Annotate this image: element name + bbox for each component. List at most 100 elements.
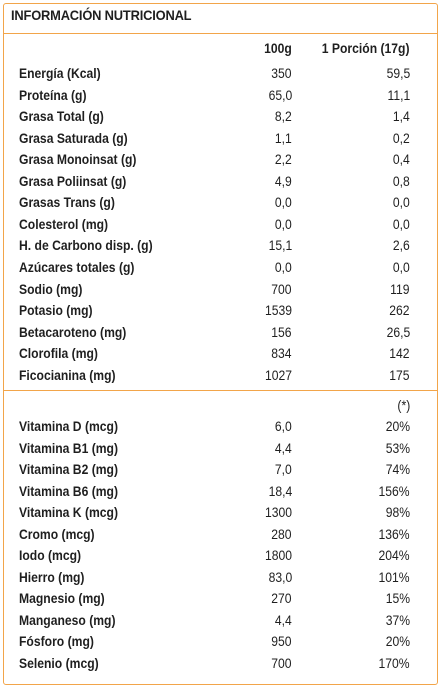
value-per-100g: 1027 (264, 367, 292, 383)
nutrient-row: Iodo (mcg) 1800 204% (0, 548, 443, 569)
value-per-100g: 270 (271, 591, 292, 606)
nutrient-label: Colesterol (mg) (19, 216, 109, 232)
value-per-100g: 4,9 (275, 173, 292, 189)
nutrient-label: Potasio (mg) (19, 303, 93, 319)
nutrient-label: Fósforo (mg) (19, 634, 94, 649)
nutrient-label: Azúcares totales (g) (19, 259, 135, 275)
nutrient-row: Colesterol (mg) 0,0 0,0 (0, 217, 443, 238)
value-per-portion: 98% (385, 505, 410, 520)
nutrient-label: Magnesio (mg) (19, 591, 105, 606)
header-100g: 100g (264, 41, 292, 56)
nutrient-label: Clorofila (mg) (19, 346, 98, 362)
nutrient-label: Cromo (mcg) (19, 526, 95, 542)
nutrient-row: Vitamina B1 (mg) 4,4 53% (0, 441, 443, 462)
value-per-portion: 20% (385, 634, 410, 649)
nutrient-row: Selenio (mcg) 700 170% (0, 656, 443, 677)
nutrient-row: Grasa Poliinsat (g) 4,9 0,8 (0, 174, 443, 195)
value-per-portion: 74% (385, 462, 410, 477)
nutrient-label: H. de Carbono disp. (g) (19, 238, 153, 254)
value-per-portion: 175 (389, 367, 410, 383)
nutrient-row: Magnesio (mg) 270 15% (0, 591, 443, 612)
panel-title: INFORMACIÓN NUTRICIONAL (11, 7, 192, 23)
value-per-100g: 1300 (264, 505, 292, 520)
value-per-portion: 0,0 (393, 195, 410, 211)
nutrient-label: Ficocianina (mg) (19, 367, 116, 383)
value-per-100g: 156 (271, 324, 292, 340)
nutrient-row: Vitamina D (mcg) 6,0 20% (0, 419, 443, 440)
nutrient-label: Sodio (mg) (19, 281, 83, 297)
nutrient-label: Vitamina K (mcg) (19, 505, 119, 520)
value-per-100g: 834 (271, 346, 292, 362)
value-per-portion: 136% (378, 526, 410, 542)
value-per-100g: 350 (271, 66, 292, 81)
value-per-100g: 15,1 (268, 238, 292, 254)
nutrient-label: Iodo (mcg) (19, 548, 82, 563)
nutrient-label: Grasa Saturada (g) (19, 130, 128, 146)
nutrient-label: Grasas Trans (g) (19, 195, 115, 211)
value-per-portion: 0,0 (393, 216, 410, 232)
value-per-portion: 20% (385, 419, 410, 434)
nutrient-row: Grasas Trans (g) 0,0 0,0 (0, 195, 443, 216)
nutrient-row: Grasa Saturada (g) 1,1 0,2 (0, 131, 443, 152)
section-divider (4, 390, 438, 391)
nutrient-row: Vitamina K (mcg) 1300 98% (0, 505, 443, 526)
value-per-portion: 53% (385, 440, 410, 456)
value-per-100g: 0,0 (275, 259, 292, 275)
value-per-100g: 1539 (264, 303, 292, 319)
value-per-100g: 7,0 (275, 462, 292, 477)
value-per-portion: 142 (389, 346, 410, 362)
value-per-100g: 0,0 (275, 216, 292, 232)
value-per-portion: 2,6 (393, 238, 410, 254)
nutrient-label: Grasa Monoinsat (g) (19, 152, 137, 168)
value-per-100g: 65,0 (268, 87, 292, 103)
value-per-portion: 0,2 (393, 130, 410, 146)
nutrient-label: Grasa Total (g) (19, 109, 104, 125)
value-per-100g: 0,0 (275, 195, 292, 211)
value-per-100g: 950 (271, 634, 292, 649)
daily-value-note: (*) (397, 398, 410, 413)
value-per-100g: 83,0 (268, 569, 292, 585)
column-header-row: 100g 1 Porción (17g) (0, 41, 443, 62)
value-per-portion: 262 (389, 303, 410, 319)
header-portion: 1 Porción (17g) (322, 41, 410, 56)
nutrient-label: Vitamina B6 (mg) (19, 483, 119, 499)
value-per-portion: 170% (378, 655, 410, 671)
nutrition-panel (3, 3, 438, 685)
nutrient-row: Cromo (mcg) 280 136% (0, 527, 443, 548)
value-per-portion: 15% (385, 591, 410, 606)
value-per-portion: 0,8 (393, 173, 410, 189)
value-per-portion: 0,4 (393, 152, 410, 168)
value-per-portion: 119 (390, 281, 410, 297)
value-per-100g: 280 (271, 526, 292, 542)
value-per-100g: 6,0 (275, 419, 292, 434)
value-per-100g: 4,4 (275, 612, 292, 628)
nutrient-label: Vitamina D (mcg) (19, 419, 119, 434)
value-per-portion: 11,1 (387, 87, 410, 103)
nutrient-row: Ficocianina (mg) 1027 175 (0, 368, 443, 389)
nutrient-row: Vitamina B2 (mg) 7,0 74% (0, 462, 443, 483)
nutrient-label: Selenio (mcg) (19, 655, 99, 671)
value-per-100g: 4,4 (275, 440, 292, 456)
nutrient-row: Azúcares totales (g) 0,0 0,0 (0, 260, 443, 281)
value-per-100g: 8,2 (275, 109, 292, 125)
nutrient-row: Vitamina B6 (mg) 18,4 156% (0, 484, 443, 505)
value-per-100g: 1800 (264, 548, 292, 563)
value-per-100g: 1,1 (275, 130, 292, 146)
nutrient-label: Energía (Kcal) (19, 66, 101, 81)
nutrient-row: Sodio (mg) 700 119 (0, 282, 443, 303)
nutrient-row: Fósforo (mg) 950 20% (0, 634, 443, 655)
value-per-portion: 204% (378, 548, 410, 563)
nutrient-label: Vitamina B2 (mg) (19, 462, 119, 477)
value-per-100g: 700 (271, 655, 292, 671)
value-per-portion: 156% (378, 483, 410, 499)
nutrient-row: Potasio (mg) 1539 262 (0, 303, 443, 324)
nutrient-label: Vitamina B1 (mg) (19, 440, 119, 456)
value-per-portion: 101% (378, 569, 410, 585)
value-per-portion: 0,0 (393, 259, 410, 275)
value-per-portion: 26,5 (386, 324, 410, 340)
nutrient-label: Proteína (g) (19, 87, 87, 103)
nutrient-row: Proteína (g) 65,0 11,1 (0, 88, 443, 109)
value-per-100g: 18,4 (268, 483, 292, 499)
nutrient-row: Clorofila (mg) 834 142 (0, 346, 443, 367)
title-divider (4, 33, 438, 34)
